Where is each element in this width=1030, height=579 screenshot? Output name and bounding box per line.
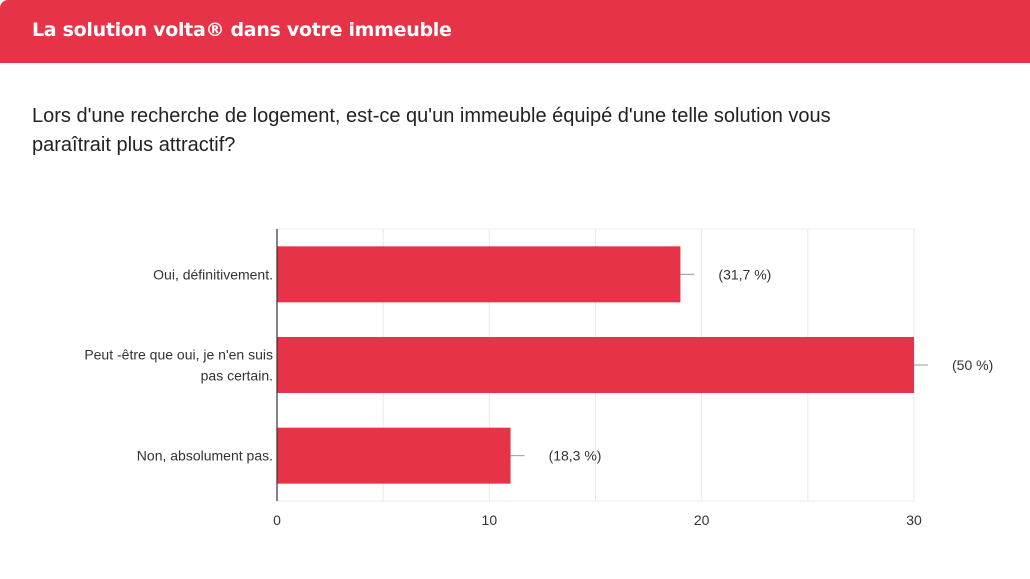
category-label: Non, absolument pas.: [137, 448, 273, 464]
category-label: Peut -être que oui, je n'en suis: [84, 347, 273, 363]
data-label: (50 %): [952, 357, 993, 373]
x-tick-label: 10: [482, 512, 498, 528]
data-label: (31,7 %): [718, 266, 771, 282]
section-header: La solution volta® dans votre immeuble: [0, 0, 1030, 63]
section-title: La solution volta® dans votre immeuble: [32, 19, 452, 41]
category-label: pas certain.: [201, 368, 273, 384]
bar: [277, 337, 914, 393]
x-tick-label: 30: [906, 512, 922, 528]
x-tick-label: 0: [273, 512, 281, 528]
x-tick-label: 20: [694, 512, 710, 528]
bar: [277, 427, 511, 484]
category-label: Oui, définitivement.: [153, 266, 273, 282]
data-label: (18,3 %): [549, 448, 602, 464]
bar: [277, 246, 681, 303]
question-text: Lors d'une recherche de logement, est-ce…: [32, 105, 831, 156]
